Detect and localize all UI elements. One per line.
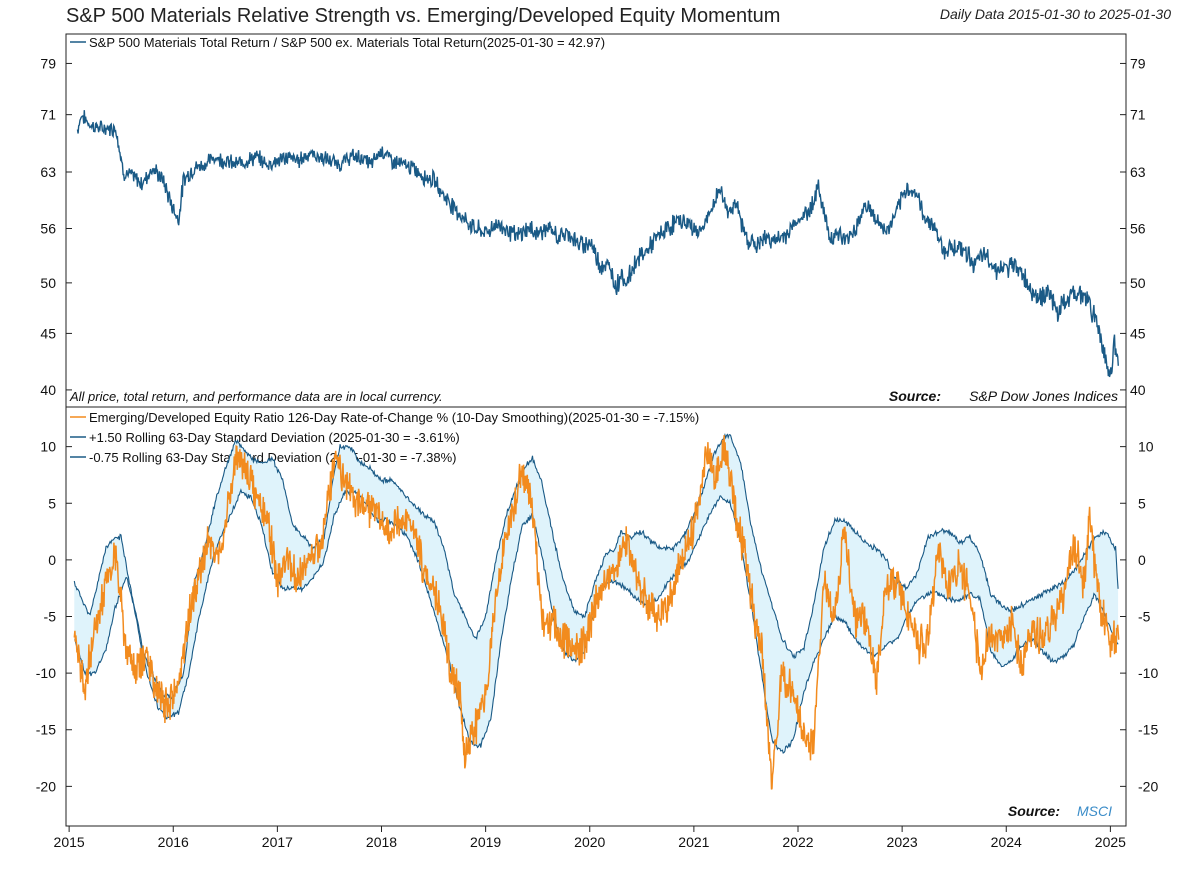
bottom-y-tick-label-right: -10 bbox=[1138, 665, 1158, 681]
chart-subtitle: Daily Data 2015-01-30 to 2025-01-30 bbox=[939, 6, 1171, 22]
x-tick-label: 2025 bbox=[1095, 834, 1126, 850]
bottom-y-tick-label-right: 5 bbox=[1138, 495, 1146, 511]
bottom-y-tick-label-left: 0 bbox=[48, 552, 56, 568]
x-tick-label: 2019 bbox=[470, 834, 501, 850]
bottom-y-tick-label-right: -20 bbox=[1138, 778, 1158, 794]
bottom-y-tick-label-right: -5 bbox=[1138, 609, 1151, 625]
bottom-y-tick-label-right: 0 bbox=[1138, 552, 1146, 568]
bottom-y-tick-label-left: 10 bbox=[40, 439, 56, 455]
series-line-lower-std-dev bbox=[74, 487, 1119, 754]
chart-title: S&P 500 Materials Relative Strength vs. … bbox=[66, 5, 781, 27]
top-y-tick-label-right: 79 bbox=[1130, 55, 1146, 71]
top-y-tick-label-left: 50 bbox=[40, 275, 56, 291]
bottom-y-tick-label-right: -15 bbox=[1138, 722, 1158, 738]
top-y-tick-label-left: 40 bbox=[40, 382, 56, 398]
x-tick-label: 2021 bbox=[678, 834, 709, 850]
x-tick-label: 2024 bbox=[991, 834, 1022, 850]
bottom-legend-label-roc: Emerging/Developed Equity Ratio 126-Day … bbox=[89, 410, 699, 425]
top-y-tick-label-left: 79 bbox=[40, 55, 56, 71]
top-y-tick-label-left: 63 bbox=[40, 164, 56, 180]
top-legend-label: S&P 500 Materials Total Return / S&P 500… bbox=[89, 35, 605, 50]
x-tick-label: 2018 bbox=[366, 834, 397, 850]
bottom-y-tick-label-left: -15 bbox=[36, 722, 56, 738]
series-line-upper-std-dev bbox=[73, 432, 1119, 700]
top-y-tick-label-right: 50 bbox=[1130, 275, 1146, 291]
top-y-tick-label-left: 56 bbox=[40, 221, 56, 237]
x-tick-label: 2015 bbox=[54, 834, 85, 850]
currency-note: All price, total return, and performance… bbox=[69, 389, 443, 404]
top-y-tick-label-right: 45 bbox=[1130, 325, 1146, 341]
bottom-y-tick-label-left: -10 bbox=[36, 665, 56, 681]
bottom-source-name: MSCI bbox=[1077, 803, 1112, 819]
top-panel-frame bbox=[65, 33, 1127, 408]
x-tick-label: 2023 bbox=[887, 834, 918, 850]
bottom-y-tick-label-right: 10 bbox=[1138, 439, 1154, 455]
bottom-legend-label-upper: +1.50 Rolling 63-Day Standard Deviation … bbox=[89, 430, 460, 445]
x-tick-label: 2017 bbox=[262, 834, 293, 850]
x-tick-label: 2020 bbox=[574, 834, 605, 850]
series-line-materials-relative-strength bbox=[76, 110, 1119, 378]
top-y-tick-label-right: 56 bbox=[1130, 221, 1146, 237]
x-tick-label: 2016 bbox=[158, 834, 189, 850]
x-tick-label: 2022 bbox=[782, 834, 813, 850]
bottom-source-label: Source: bbox=[1008, 803, 1060, 819]
top-y-tick-label-right: 63 bbox=[1130, 164, 1146, 180]
top-y-tick-label-right: 71 bbox=[1130, 107, 1146, 123]
top-y-tick-label-right: 40 bbox=[1130, 382, 1146, 398]
bottom-y-tick-label-left: 5 bbox=[48, 495, 56, 511]
top-y-tick-label-left: 45 bbox=[40, 325, 56, 341]
bottom-y-tick-label-left: -5 bbox=[44, 609, 57, 625]
top-y-tick-label-left: 71 bbox=[40, 107, 56, 123]
series-line-em-dm-rate-of-change bbox=[73, 435, 1120, 790]
bottom-legend-label-lower: -0.75 Rolling 63-Day Standard Deviation … bbox=[89, 450, 456, 465]
bottom-y-tick-label-left: -20 bbox=[36, 778, 56, 794]
top-source-label: Source: bbox=[889, 388, 941, 404]
top-source-name: S&P Dow Jones Indices bbox=[969, 388, 1118, 404]
